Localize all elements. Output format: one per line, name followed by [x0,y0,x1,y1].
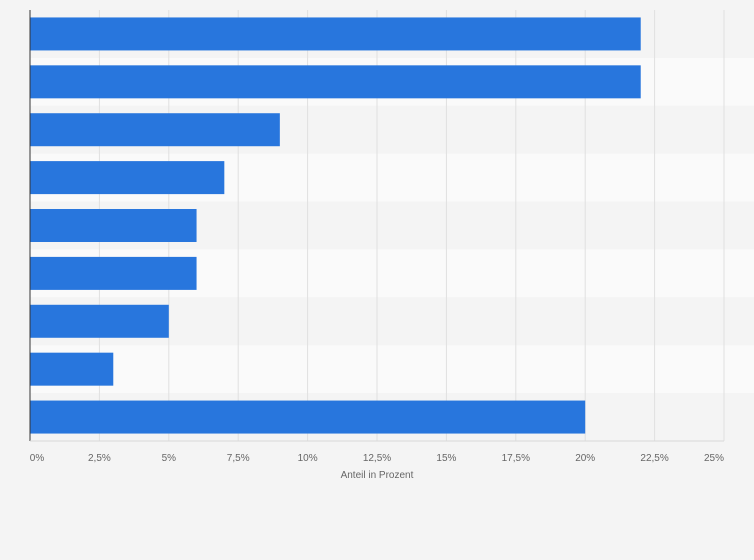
bar[interactable] [30,65,641,99]
x-tick-label: 0% [30,453,45,464]
x-tick-label: 22,5% [640,453,668,464]
bar[interactable] [30,352,114,386]
x-tick-label: 10% [298,453,318,464]
x-tick-label: 2,5% [88,453,111,464]
x-axis-title: Anteil in Prozent [341,470,414,481]
x-tick-label: 7,5% [227,453,250,464]
row-band [30,345,754,394]
x-tick-label: 25% [704,453,724,464]
bar[interactable] [30,209,197,242]
x-tick-label: 12,5% [363,453,391,464]
axes [29,10,724,442]
bar[interactable] [30,400,586,434]
x-tick-label: 15% [436,453,456,464]
bar[interactable] [30,161,225,195]
x-tick-labels: 0% 2,5% 5% 7,5% 10% 12,5% 15% 17,5% 20% 22,5% 25% [30,453,724,464]
bar[interactable] [30,17,641,51]
bar[interactable] [30,113,280,147]
x-tick-label: 5% [162,453,177,464]
x-tick-label: 17,5% [502,453,530,464]
bar[interactable] [30,304,169,338]
x-tick-label: 20% [575,453,595,464]
bar[interactable] [30,256,197,290]
bars [30,17,641,434]
